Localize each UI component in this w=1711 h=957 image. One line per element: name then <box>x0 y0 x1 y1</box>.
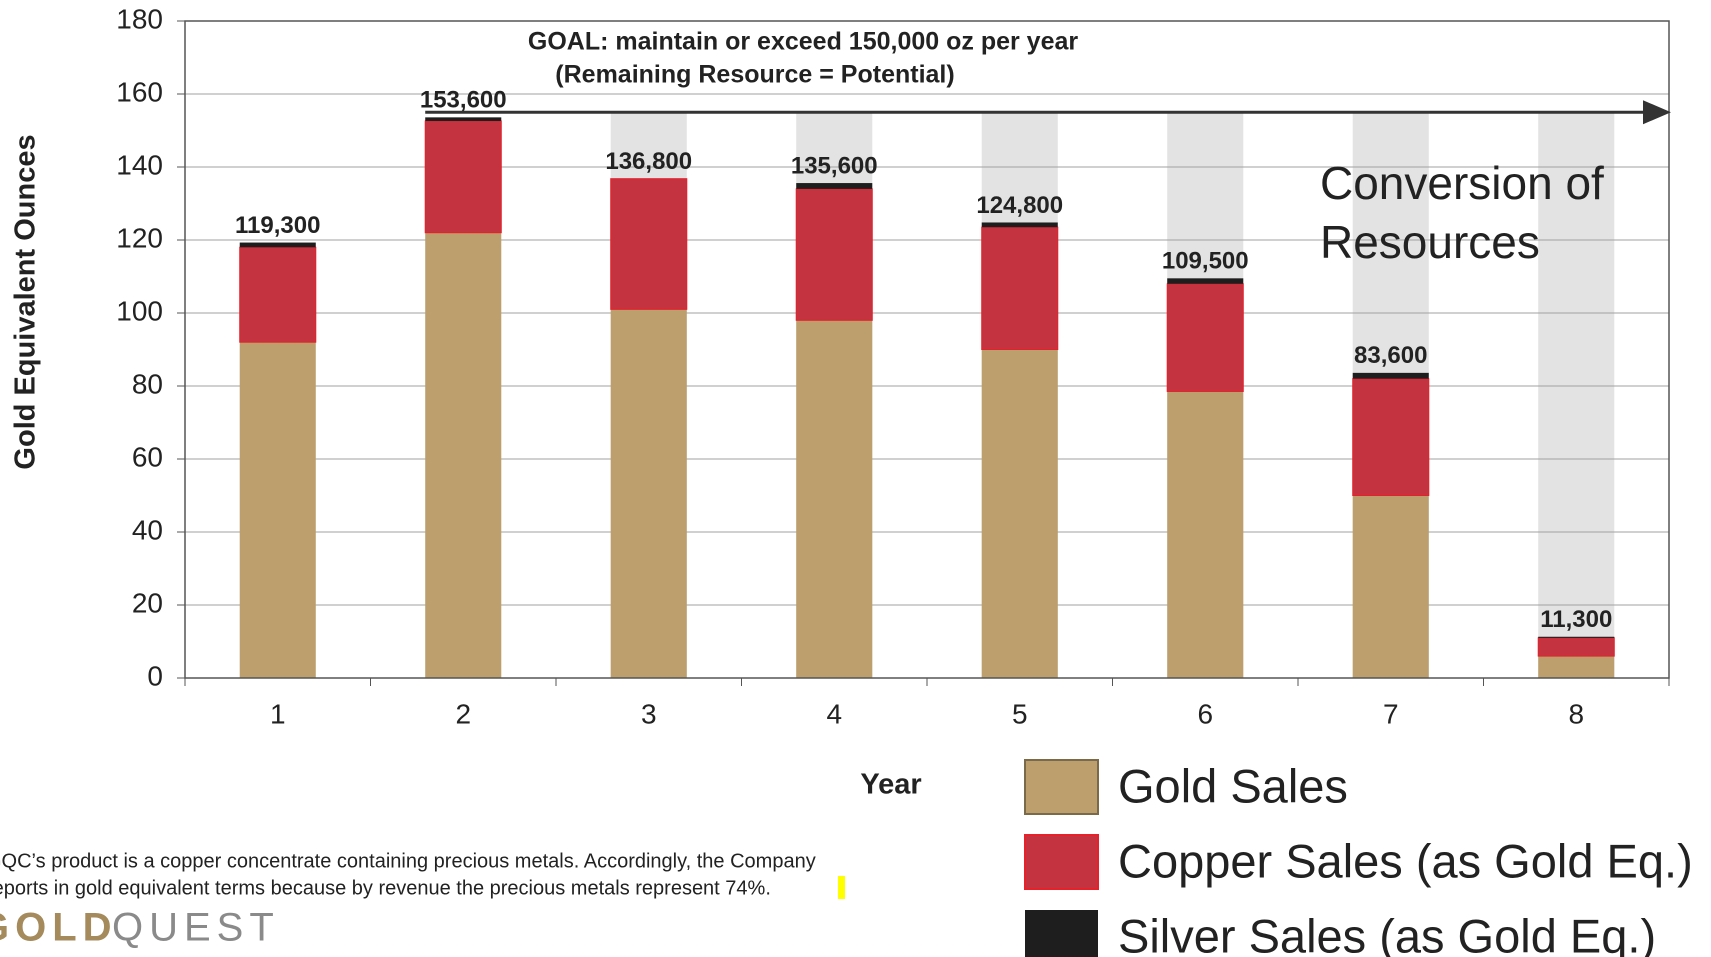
y-tick-label: 100 <box>116 295 163 326</box>
bar-segment <box>981 226 1059 351</box>
highlight <box>838 876 845 899</box>
x-tick-label: 8 <box>1568 698 1584 729</box>
annotation: Conversion of Resources <box>1320 157 1604 268</box>
total-label: 135,600 <box>791 152 878 179</box>
bar-segment <box>1352 372 1429 379</box>
bar-segment <box>239 342 316 678</box>
bar-segment <box>796 320 873 678</box>
x-tick-label: 3 <box>641 698 657 729</box>
annotation-line: Resources <box>1320 216 1540 268</box>
annotation-line: Conversion of <box>1320 157 1604 209</box>
y-tick-label: 180 <box>116 3 163 34</box>
total-label: 119,300 <box>235 212 320 239</box>
bar-segment <box>1167 391 1244 678</box>
bar-segment <box>1352 378 1430 497</box>
y-tick-label: 20 <box>132 587 163 618</box>
logo: GOLD <box>0 906 118 950</box>
total-label: 153,600 <box>420 87 507 114</box>
bar-segment <box>1166 283 1244 392</box>
bar-segment <box>239 242 316 248</box>
x-tick-label: 6 <box>1197 698 1213 729</box>
y-tick-label: 120 <box>116 222 163 253</box>
total-label: 109,500 <box>1162 248 1249 275</box>
bar-segment <box>425 117 502 122</box>
bar-segment <box>425 232 502 678</box>
bar-segment <box>1167 278 1244 284</box>
bar-segment <box>1538 656 1615 678</box>
legend-label: Silver Sales (as Gold Eq.) <box>1118 909 1656 957</box>
x-tick-label: 4 <box>826 698 842 729</box>
bar-segment <box>424 120 502 234</box>
total-label: 136,800 <box>605 148 692 175</box>
x-tick-label: 7 <box>1383 698 1399 729</box>
bar-segment <box>1537 637 1615 657</box>
arrow-head <box>1643 100 1671 125</box>
y-tick-label: 40 <box>132 514 163 545</box>
potential-bar <box>1538 112 1615 678</box>
bar-segment <box>981 222 1058 228</box>
legend-swatch <box>1024 759 1099 815</box>
x-axis-label: Year <box>860 769 921 801</box>
y-tick-label: 0 <box>147 660 163 691</box>
y-tick-label: 160 <box>116 76 163 107</box>
legend-label: Copper Sales (as Gold Eq.) <box>1118 834 1693 887</box>
bar-segment <box>1538 636 1615 638</box>
x-tick-label: 1 <box>270 698 286 729</box>
logo: QUEST <box>112 906 280 950</box>
footnote: GQC’s product is a copper concentrate co… <box>0 850 816 872</box>
bar-segment <box>796 183 873 189</box>
plot-border <box>184 20 1670 679</box>
bar-segment <box>610 309 687 678</box>
legend-label: Gold Sales <box>1118 759 1348 812</box>
chart-subtitle: (Remaining Resource = Potential) <box>555 61 954 89</box>
y-tick-label: 80 <box>132 368 163 399</box>
legend-swatch <box>1024 834 1099 890</box>
x-tick-label: 2 <box>455 698 471 729</box>
bar-segment <box>795 188 873 321</box>
x-tick-label: 5 <box>1012 698 1028 729</box>
y-axis-label: Gold Equivalent Ounces <box>10 134 42 469</box>
legend-swatch <box>1025 910 1098 957</box>
bar-segment <box>1352 495 1429 678</box>
y-tick-label: 60 <box>132 441 163 472</box>
total-label: 11,300 <box>1540 606 1612 633</box>
bar-segment <box>981 349 1058 678</box>
footnote: reports in gold equivalent terms because… <box>0 877 771 899</box>
bar-segment <box>610 178 688 310</box>
total-label: 124,800 <box>976 192 1063 219</box>
total-label: 83,600 <box>1354 342 1427 369</box>
bar-segment <box>239 246 317 343</box>
y-tick-label: 140 <box>116 149 163 180</box>
chart-title: GOAL: maintain or exceed 150,000 oz per … <box>528 28 1079 56</box>
